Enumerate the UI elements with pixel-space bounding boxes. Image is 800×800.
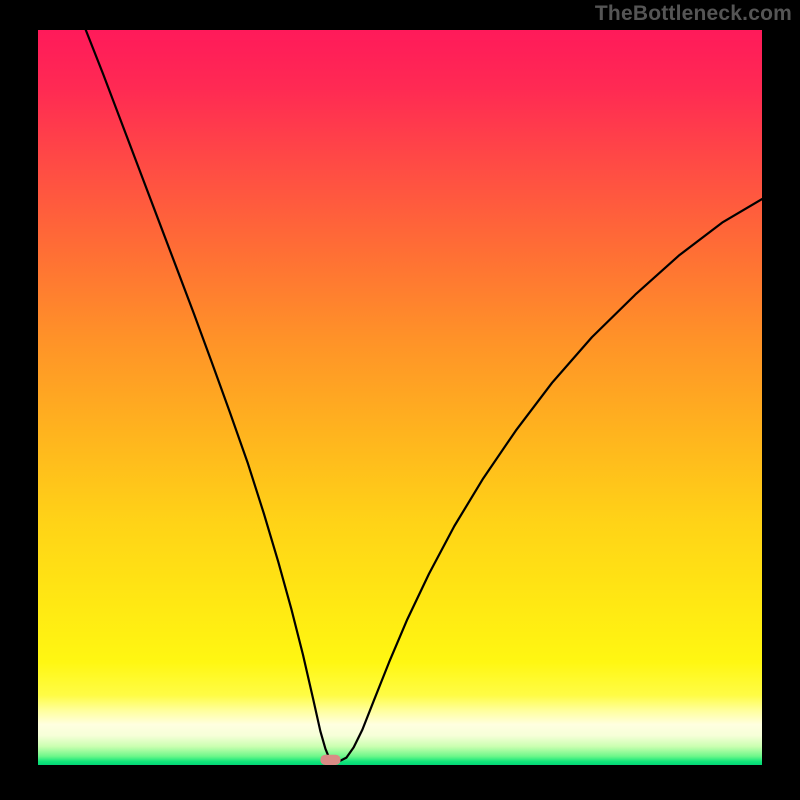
- watermark-text: TheBottleneck.com: [595, 2, 792, 26]
- trough-marker: [320, 755, 340, 765]
- chart-root: TheBottleneck.com: [0, 0, 800, 800]
- bottleneck-chart: [0, 0, 800, 800]
- plot-area-background: [38, 30, 762, 765]
